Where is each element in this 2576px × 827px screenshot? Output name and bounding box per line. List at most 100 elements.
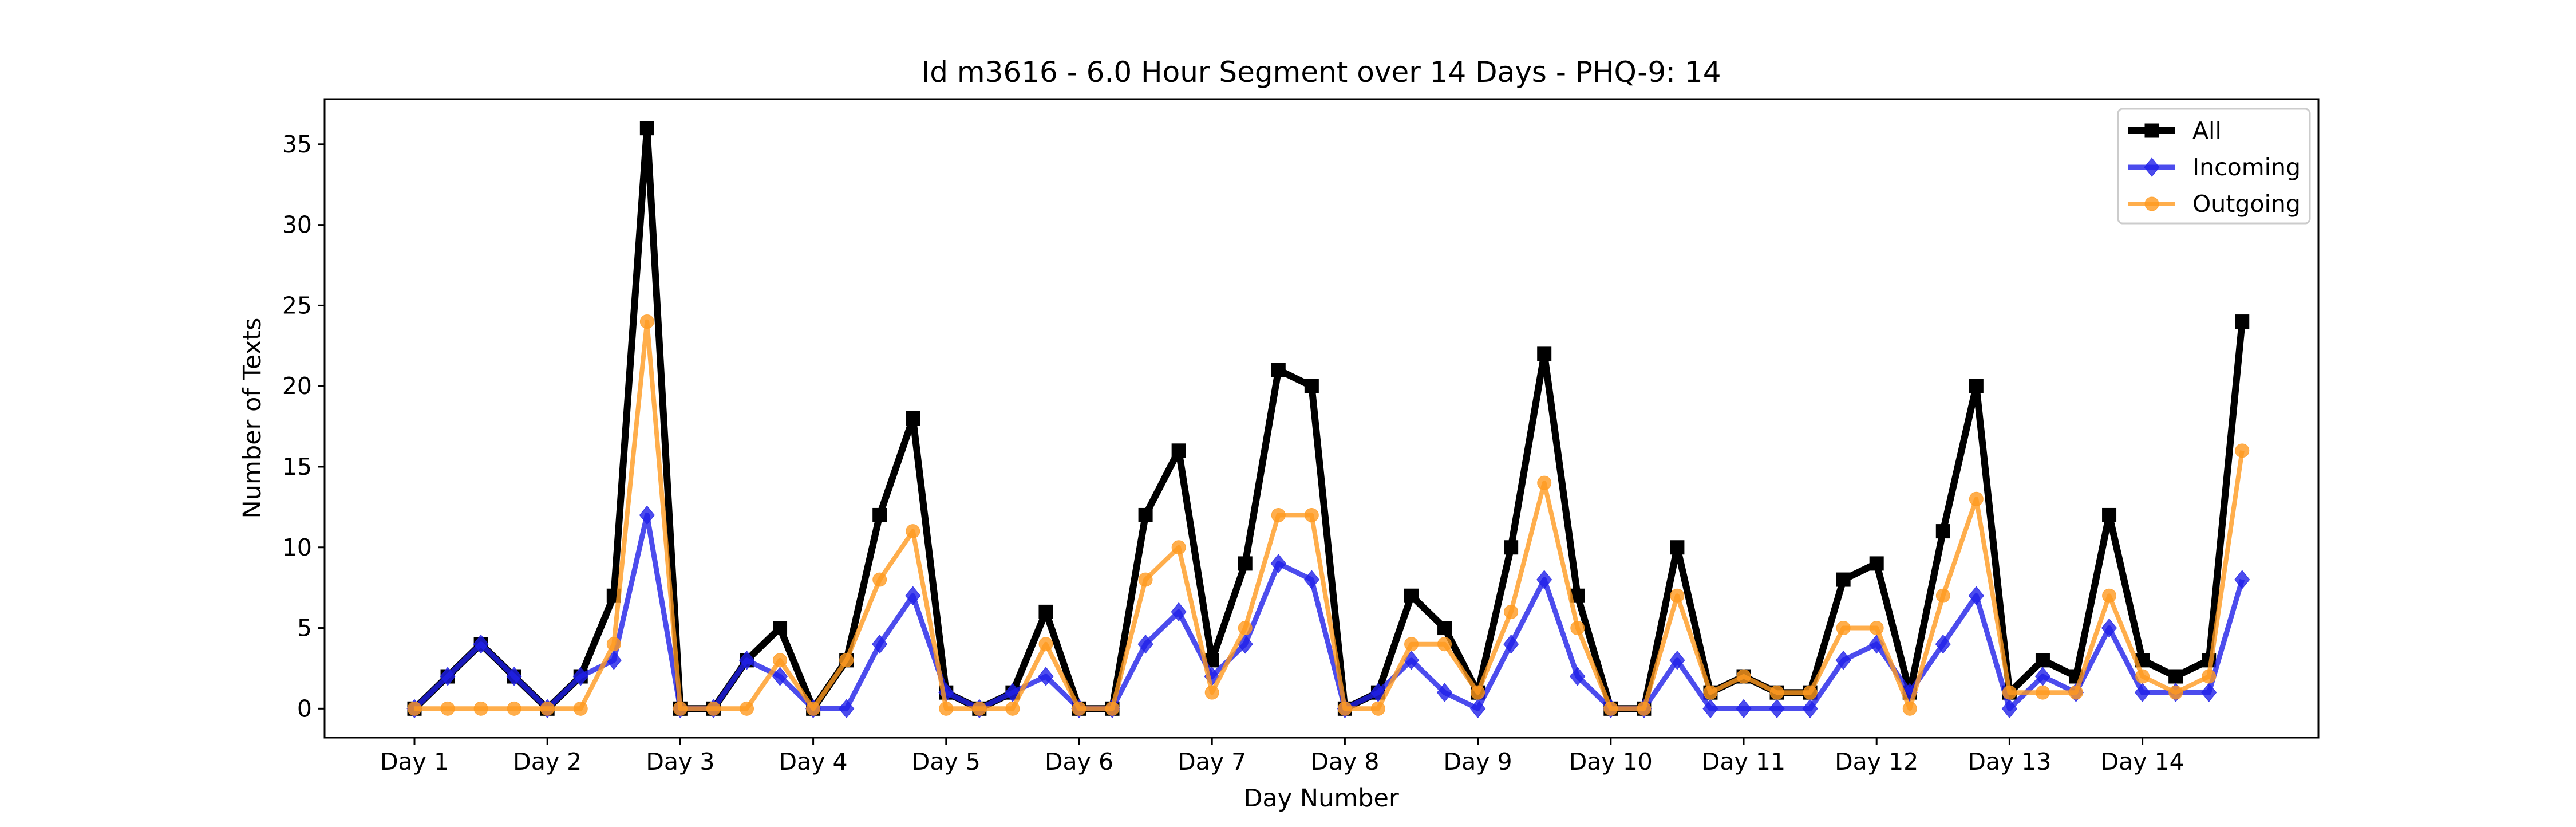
data-point-outgoing xyxy=(806,701,821,716)
data-point-incoming xyxy=(1702,699,1718,719)
data-point-outgoing xyxy=(2202,669,2217,684)
chart-title: Id m3616 - 6.0 Hour Segment over 14 Days… xyxy=(921,56,1721,89)
legend-marker-all xyxy=(2144,123,2159,138)
data-point-outgoing xyxy=(1769,685,1784,700)
data-point-incoming xyxy=(772,667,788,686)
data-point-outgoing xyxy=(972,701,987,716)
data-point-incoming xyxy=(1835,651,1851,670)
y-tick-label: 15 xyxy=(282,453,312,481)
data-point-incoming xyxy=(1303,570,1319,589)
data-point-outgoing xyxy=(1105,701,1120,716)
data-point-all xyxy=(1935,524,1950,539)
data-point-outgoing xyxy=(1337,701,1352,716)
legend: All Incoming Outgoing xyxy=(2117,108,2311,225)
data-point-incoming xyxy=(1171,602,1187,622)
data-point-incoming xyxy=(1769,699,1785,719)
data-point-outgoing xyxy=(573,701,588,716)
data-point-outgoing xyxy=(1703,685,1718,700)
data-point-incoming xyxy=(1038,667,1054,686)
data-point-outgoing xyxy=(2069,685,2083,700)
data-point-all xyxy=(1570,588,1585,603)
data-point-outgoing xyxy=(1637,701,1652,716)
y-tick-label: 0 xyxy=(297,695,312,722)
x-tick-label: Day 8 xyxy=(1310,748,1379,775)
data-point-all xyxy=(1537,346,1552,361)
data-point-outgoing xyxy=(2002,685,2017,700)
data-point-outgoing xyxy=(2168,685,2183,700)
data-point-outgoing xyxy=(1869,621,1884,636)
data-point-incoming xyxy=(2234,570,2250,589)
x-tick-label: Day 12 xyxy=(1835,748,1918,775)
series-outgoing xyxy=(407,314,2250,716)
data-point-all xyxy=(1836,572,1851,587)
x-tick-label: Day 4 xyxy=(779,748,848,775)
data-point-incoming xyxy=(1935,634,1951,654)
x-tick-label: Day 6 xyxy=(1045,748,1113,775)
data-point-incoming xyxy=(1669,651,1685,670)
data-point-outgoing xyxy=(1370,701,1385,716)
data-point-outgoing xyxy=(1304,507,1319,522)
data-point-incoming xyxy=(572,667,588,686)
data-point-outgoing xyxy=(1204,685,1219,700)
data-point-all xyxy=(1171,443,1186,458)
data-point-incoming xyxy=(738,651,755,670)
data-point-outgoing xyxy=(1603,701,1618,716)
data-point-incoming xyxy=(1802,699,1818,719)
data-point-outgoing xyxy=(1471,685,1485,700)
data-point-outgoing xyxy=(1935,588,1950,603)
x-tick-label: Day 14 xyxy=(2101,748,2184,775)
data-point-all xyxy=(773,621,788,636)
data-point-incoming xyxy=(872,634,888,654)
data-point-incoming xyxy=(2201,683,2217,702)
data-point-all xyxy=(1404,588,1419,603)
data-point-incoming xyxy=(2101,618,2117,638)
data-point-incoming xyxy=(2001,699,2018,719)
data-point-all xyxy=(1504,540,1519,555)
x-tick-label: Day 10 xyxy=(1569,748,1653,775)
data-point-outgoing xyxy=(2035,685,2050,700)
data-point-outgoing xyxy=(706,701,721,716)
y-tick-label: 25 xyxy=(282,292,312,319)
data-point-outgoing xyxy=(740,701,754,716)
plot-frame xyxy=(323,98,2320,739)
x-tick-label: Day 11 xyxy=(1702,748,1785,775)
series-line-incoming xyxy=(412,512,2245,711)
data-point-outgoing xyxy=(1902,701,1917,716)
data-point-outgoing xyxy=(1404,637,1419,652)
data-point-outgoing xyxy=(507,701,521,716)
data-point-outgoing xyxy=(540,701,555,716)
data-point-all xyxy=(639,121,654,136)
data-point-outgoing xyxy=(1038,637,1053,652)
data-point-incoming xyxy=(1469,699,1486,719)
y-tick-label: 10 xyxy=(282,534,312,561)
x-tick-label: Day 7 xyxy=(1178,748,1246,775)
data-point-outgoing xyxy=(1504,604,1519,619)
data-point-incoming xyxy=(473,634,489,654)
data-point-incoming xyxy=(1536,570,1552,589)
x-tick-label: Day 1 xyxy=(380,748,449,775)
x-tick-label: Day 2 xyxy=(513,748,582,775)
data-point-outgoing xyxy=(2235,443,2250,458)
data-point-outgoing xyxy=(1138,572,1153,587)
data-point-all xyxy=(1238,556,1253,571)
x-tick-label: Day 3 xyxy=(646,748,714,775)
data-point-outgoing xyxy=(2102,588,2117,603)
data-point-all xyxy=(1437,621,1452,636)
series-layer xyxy=(406,121,2250,719)
data-point-outgoing xyxy=(673,701,688,716)
data-point-incoming xyxy=(639,505,655,525)
x-axis-label: Day Number xyxy=(1243,784,1399,813)
data-point-incoming xyxy=(1968,586,1984,606)
data-point-incoming xyxy=(1736,699,1752,719)
data-point-outgoing xyxy=(1736,669,1751,684)
data-point-all xyxy=(1969,379,1984,393)
data-point-outgoing xyxy=(1238,621,1253,636)
legend-box xyxy=(2117,108,2311,225)
data-point-outgoing xyxy=(872,572,887,587)
x-tick-label: Day 9 xyxy=(1444,748,1512,775)
data-point-all xyxy=(1038,604,1053,619)
data-point-outgoing xyxy=(1836,621,1851,636)
data-point-outgoing xyxy=(2135,669,2150,684)
